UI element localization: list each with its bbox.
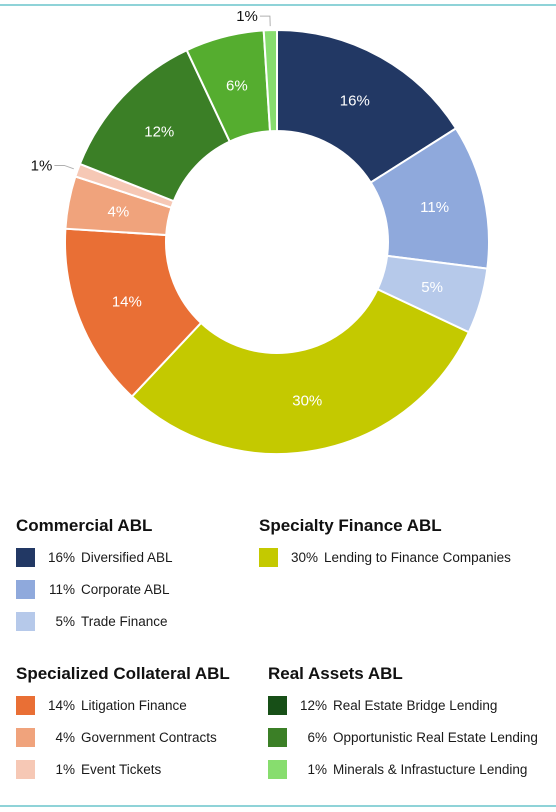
bottom-divider (0, 805, 556, 807)
legend-item: 30% Lending to Finance Companies (259, 546, 511, 568)
legend-swatch (16, 727, 35, 747)
legend-group-real-assets: Real Assets ABL 12% Real Estate Bridge Le… (268, 664, 538, 790)
legend-group-specialty: Specialty Finance ABL 30% Lending to Fina… (259, 516, 511, 578)
legend-item: 1% Event Tickets (16, 758, 230, 780)
donut-slice (276, 28, 458, 184)
donut-chart: 16% 11% 5% 30% 14% 4% 1% 12% 6% 1% (31, 8, 490, 455)
legend-group-title: Real Assets ABL (268, 664, 403, 683)
donut-slice-label: 11% (420, 199, 449, 216)
donut-slice (262, 28, 278, 133)
legend-item-label: Opportunistic Real Estate Lending (333, 729, 538, 745)
donut-slice-label: 1% (236, 8, 258, 25)
legend-item-label: Litigation Finance (81, 697, 187, 713)
legend-item: 11% Corporate ABL (16, 578, 173, 600)
legend-swatch (259, 547, 278, 567)
donut-slice-label: 1% (31, 157, 53, 174)
legend-item-label: Lending to Finance Companies (324, 549, 511, 565)
legend-item-percent: 1% (55, 761, 75, 777)
legend-item-label: Event Tickets (81, 761, 162, 777)
legend-group-collateral: Specialized Collateral ABL 14% Litigation… (16, 664, 230, 790)
legend-group-title: Specialty Finance ABL (259, 516, 442, 535)
legend-item-percent: 30% (290, 549, 318, 565)
legend-item-label: Trade Finance (81, 613, 168, 629)
donut-slice-label: 16% (340, 92, 370, 109)
legend-item-percent: 6% (307, 729, 327, 745)
legend-item: 14% Litigation Finance (16, 694, 230, 716)
donut-slice (130, 287, 471, 455)
legend-item-percent: 12% (299, 697, 327, 713)
donut-slice-label: 4% (108, 204, 130, 221)
donut-slice-label: 14% (112, 293, 142, 310)
legend-item-percent: 5% (55, 613, 75, 629)
legend-item: 12% Real Estate Bridge Lending (268, 694, 538, 716)
legend-item: 1% Minerals & Infrastucture Lending (268, 758, 538, 780)
legend-item: 4% Government Contracts (16, 726, 230, 748)
legend-item-label: Diversified ABL (81, 549, 173, 565)
legend-swatch (16, 579, 35, 599)
legend-swatch (268, 759, 287, 779)
legend-item-percent: 11% (48, 581, 75, 597)
legend-item-percent: 16% (47, 549, 75, 565)
legend-swatch (16, 695, 35, 715)
legend-item: 6% Opportunistic Real Estate Lending (268, 726, 538, 748)
donut-slice-label: 12% (144, 123, 174, 140)
legend-group-commercial: Commercial ABL 16% Diversified ABL 11% Corp… (16, 516, 173, 642)
legend-item-label: Corporate ABL (81, 581, 170, 597)
legend-swatch (16, 759, 35, 779)
legend-swatch (268, 695, 287, 715)
legend-item: 16% Diversified ABL (16, 546, 173, 568)
legend-item: 5% Trade Finance (16, 610, 173, 632)
donut-slice-label: 5% (421, 279, 443, 296)
legend-item-percent: 14% (47, 697, 75, 713)
legend-item-label: Real Estate Bridge Lending (333, 697, 498, 713)
legend-item-label: Government Contracts (81, 729, 217, 745)
leader-line (54, 164, 74, 170)
legend-swatch (16, 611, 35, 631)
legend-item-label: Minerals & Infrastucture Lending (333, 761, 528, 777)
legend-item-percent: 4% (55, 729, 75, 745)
top-divider (0, 4, 556, 6)
legend-group-title: Specialized Collateral ABL (16, 664, 230, 683)
donut-slice-label: 6% (226, 78, 248, 95)
legend-group-title: Commercial ABL (16, 516, 153, 535)
legend-swatch (268, 727, 287, 747)
legend-item-percent: 1% (307, 761, 327, 777)
leader-line (259, 15, 271, 27)
legend-swatch (16, 547, 35, 567)
donut-slice-label: 30% (292, 393, 322, 410)
